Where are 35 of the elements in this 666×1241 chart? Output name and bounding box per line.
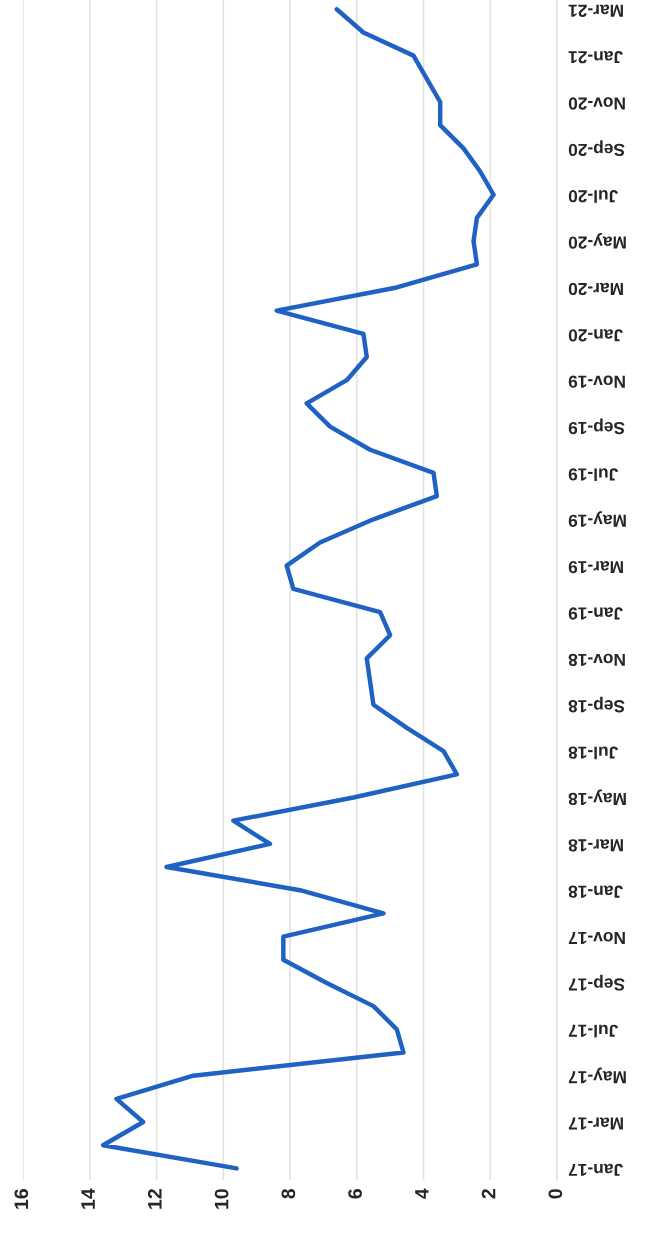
y-tick-label: Jul-17 (568, 1024, 619, 1038)
y-tick-label: Jan-17 (568, 1163, 623, 1176)
y-tick-label: Sep-18 (568, 696, 625, 713)
x-tick-label: 6 (348, 1189, 362, 1199)
y-tick-label: Jul-20 (568, 190, 619, 203)
y-tick-label: Nov-19 (568, 375, 625, 388)
y-tick-label: Sep-19 (568, 418, 625, 435)
y-tick-label: Jan-21 (568, 50, 623, 64)
y-tick-label: Mar-17 (568, 1117, 623, 1130)
x-tick-label: 12 (147, 1189, 162, 1209)
y-tick-label: May-18 (568, 789, 626, 806)
x-tick-label: 4 (415, 1188, 429, 1199)
y-tick-label: Jul-18 (568, 746, 619, 760)
x-tick-label: 10 (214, 1189, 229, 1209)
y-tick-label: Jan-19 (568, 607, 623, 620)
y-tick-label: Sep-17 (568, 974, 625, 991)
y-tick-label: Jan-18 (568, 885, 623, 898)
y-tick-label: Jul-19 (568, 468, 619, 482)
y-tick-label: Sep-20 (568, 140, 625, 156)
y-tick-label: Mar-18 (568, 839, 623, 852)
x-tick-label: 0 (548, 1189, 563, 1199)
y-tick-label: Nov-17 (568, 931, 625, 945)
y-tick-label: Mar-21 (568, 4, 623, 17)
x-tick-label: 8 (281, 1188, 296, 1199)
y-tick-label: May-19 (568, 511, 626, 527)
y-tick-label: Mar-20 (568, 282, 623, 296)
y-tick-label: May-17 (568, 1067, 626, 1084)
y-tick-label: Nov-18 (568, 653, 625, 667)
y-tick-label: Jan-20 (568, 329, 623, 342)
y-tick-label: Mar-19 (568, 561, 623, 574)
x-tick-label: 2 (481, 1189, 496, 1199)
x-tick-label: 16 (14, 1189, 29, 1209)
y-tick-label: Nov-20 (568, 97, 625, 110)
y-tick-label: May-20 (568, 233, 626, 249)
x-tick-label: 14 (81, 1188, 95, 1209)
